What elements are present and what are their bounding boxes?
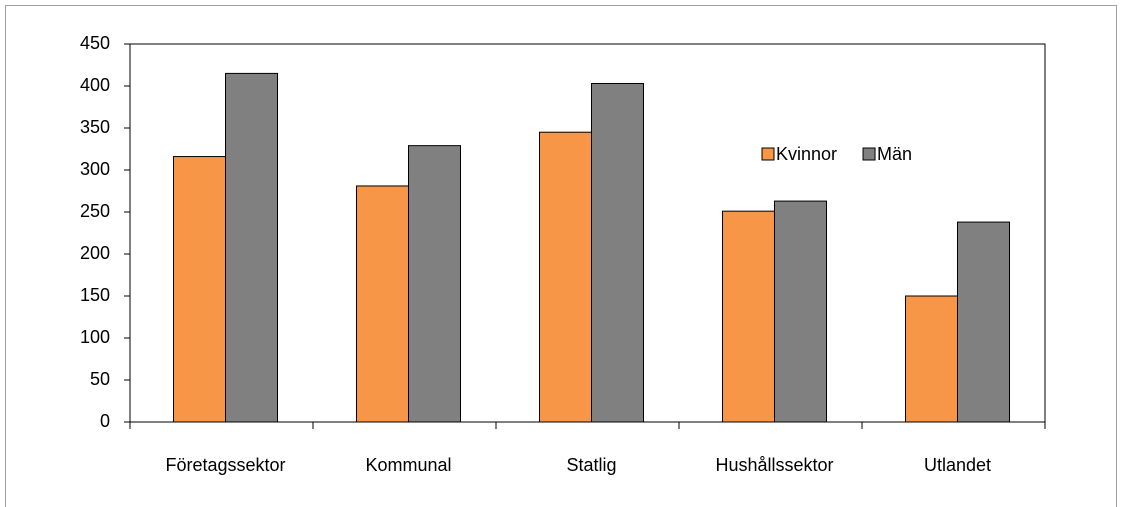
y-tick-label: 450 [80,33,110,53]
x-tick-label: Statlig [566,455,616,475]
x-tick-label: Företagssektor [165,455,285,475]
bar [408,145,461,423]
x-tick-label: Utlandet [924,455,991,475]
y-tick-label: 400 [80,75,110,95]
legend-label: Kvinnor [776,144,837,164]
legend-label: Män [877,144,912,164]
x-tick-label: Kommunal [365,455,451,475]
bar [225,72,278,423]
bar [722,210,775,423]
legend-swatch [862,147,876,161]
bar [173,156,226,423]
y-tick-label: 200 [80,243,110,263]
legend-swatch [761,147,775,161]
x-tick-label: Hushållssektor [715,455,833,475]
y-tick-label: 0 [100,411,110,431]
bar [591,82,644,423]
plot-frame [129,43,1046,423]
y-tick-label: 100 [80,327,110,347]
y-tick-label: 150 [80,285,110,305]
bar [539,131,592,423]
bar [356,185,409,423]
y-tick-label: 250 [80,201,110,221]
bar [774,200,827,423]
y-tick-label: 350 [80,117,110,137]
bar [905,295,958,423]
bar [957,221,1010,423]
y-tick-label: 300 [80,159,110,179]
y-tick-label: 50 [90,369,110,389]
